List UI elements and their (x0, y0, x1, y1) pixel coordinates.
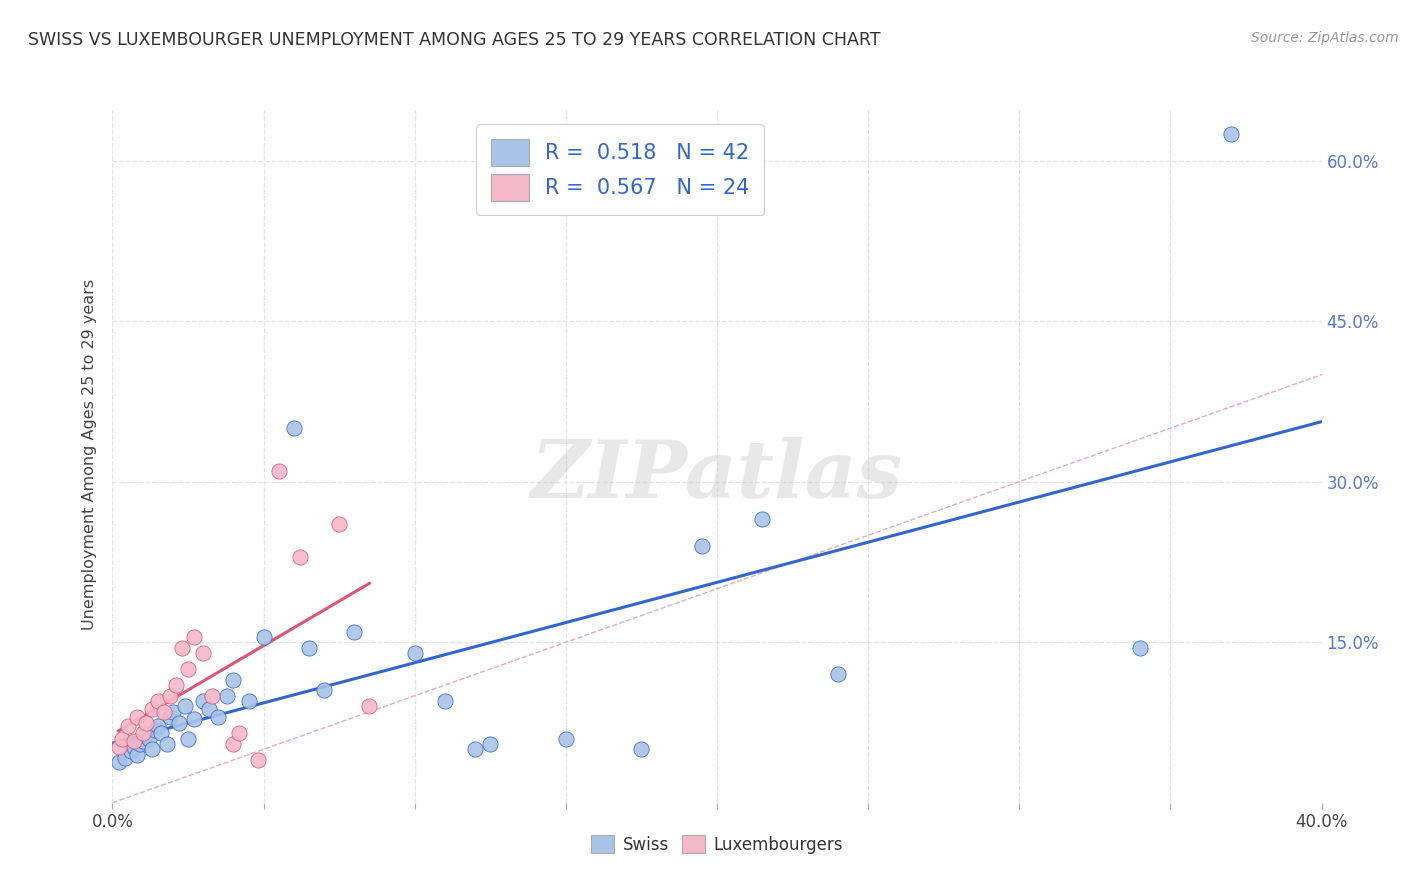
Point (222, 737, 245, 751)
Point (228, 726, 250, 740)
Point (165, 678, 187, 692)
Point (222, 673, 245, 687)
Point (201, 689, 224, 703)
Point (207, 710, 229, 724)
Point (167, 715, 190, 730)
Point (404, 646, 426, 660)
Point (328, 517, 350, 532)
Point (191, 694, 214, 708)
Y-axis label: Unemployment Among Ages 25 to 29 years: Unemployment Among Ages 25 to 29 years (82, 279, 97, 631)
Point (114, 751, 136, 765)
Legend: Swiss, Luxembourgers: Swiss, Luxembourgers (583, 829, 851, 861)
Text: SWISS VS LUXEMBOURGER UNEMPLOYMENT AMONG AGES 25 TO 29 YEARS CORRELATION CHART: SWISS VS LUXEMBOURGER UNEMPLOYMENT AMONG… (28, 31, 880, 49)
Point (177, 662, 200, 676)
Text: Source: ZipAtlas.com: Source: ZipAtlas.com (1251, 31, 1399, 45)
Point (128, 737, 150, 751)
Point (125, 747, 148, 762)
Point (183, 630, 205, 644)
Point (159, 710, 181, 724)
Point (153, 705, 176, 719)
Point (217, 689, 239, 703)
Point (183, 712, 205, 726)
Point (135, 730, 157, 744)
Point (267, 464, 290, 478)
Point (343, 624, 366, 639)
Point (238, 694, 260, 708)
Point (359, 699, 381, 714)
Point (156, 737, 179, 751)
Point (1129, 640, 1152, 655)
Point (107, 740, 129, 755)
Point (138, 731, 160, 746)
Point (146, 719, 169, 733)
Text: ZIPatlas: ZIPatlas (531, 437, 903, 515)
Point (162, 705, 184, 719)
Point (132, 733, 155, 747)
Point (146, 694, 169, 708)
Point (751, 512, 773, 526)
Point (630, 742, 652, 756)
Point (141, 701, 163, 715)
Point (132, 726, 155, 740)
Point (1220, 127, 1243, 141)
Point (107, 755, 129, 769)
Point (554, 731, 576, 746)
Point (690, 539, 713, 553)
Point (253, 630, 276, 644)
Point (149, 726, 172, 740)
Point (110, 731, 132, 746)
Point (433, 694, 456, 708)
Point (170, 640, 193, 655)
Point (198, 701, 221, 715)
Point (117, 719, 139, 733)
Point (120, 744, 142, 758)
Point (288, 549, 311, 564)
Point (283, 421, 305, 435)
Point (141, 742, 163, 756)
Point (122, 733, 145, 747)
Point (122, 740, 145, 755)
Point (143, 723, 166, 737)
Point (246, 753, 269, 767)
Point (159, 689, 181, 703)
Point (827, 667, 849, 681)
Point (314, 683, 336, 698)
Point (464, 742, 486, 756)
Point (177, 731, 200, 746)
Point (174, 699, 197, 714)
Point (135, 715, 157, 730)
Point (298, 640, 321, 655)
Point (479, 737, 502, 751)
Point (125, 710, 148, 724)
Point (191, 646, 214, 660)
